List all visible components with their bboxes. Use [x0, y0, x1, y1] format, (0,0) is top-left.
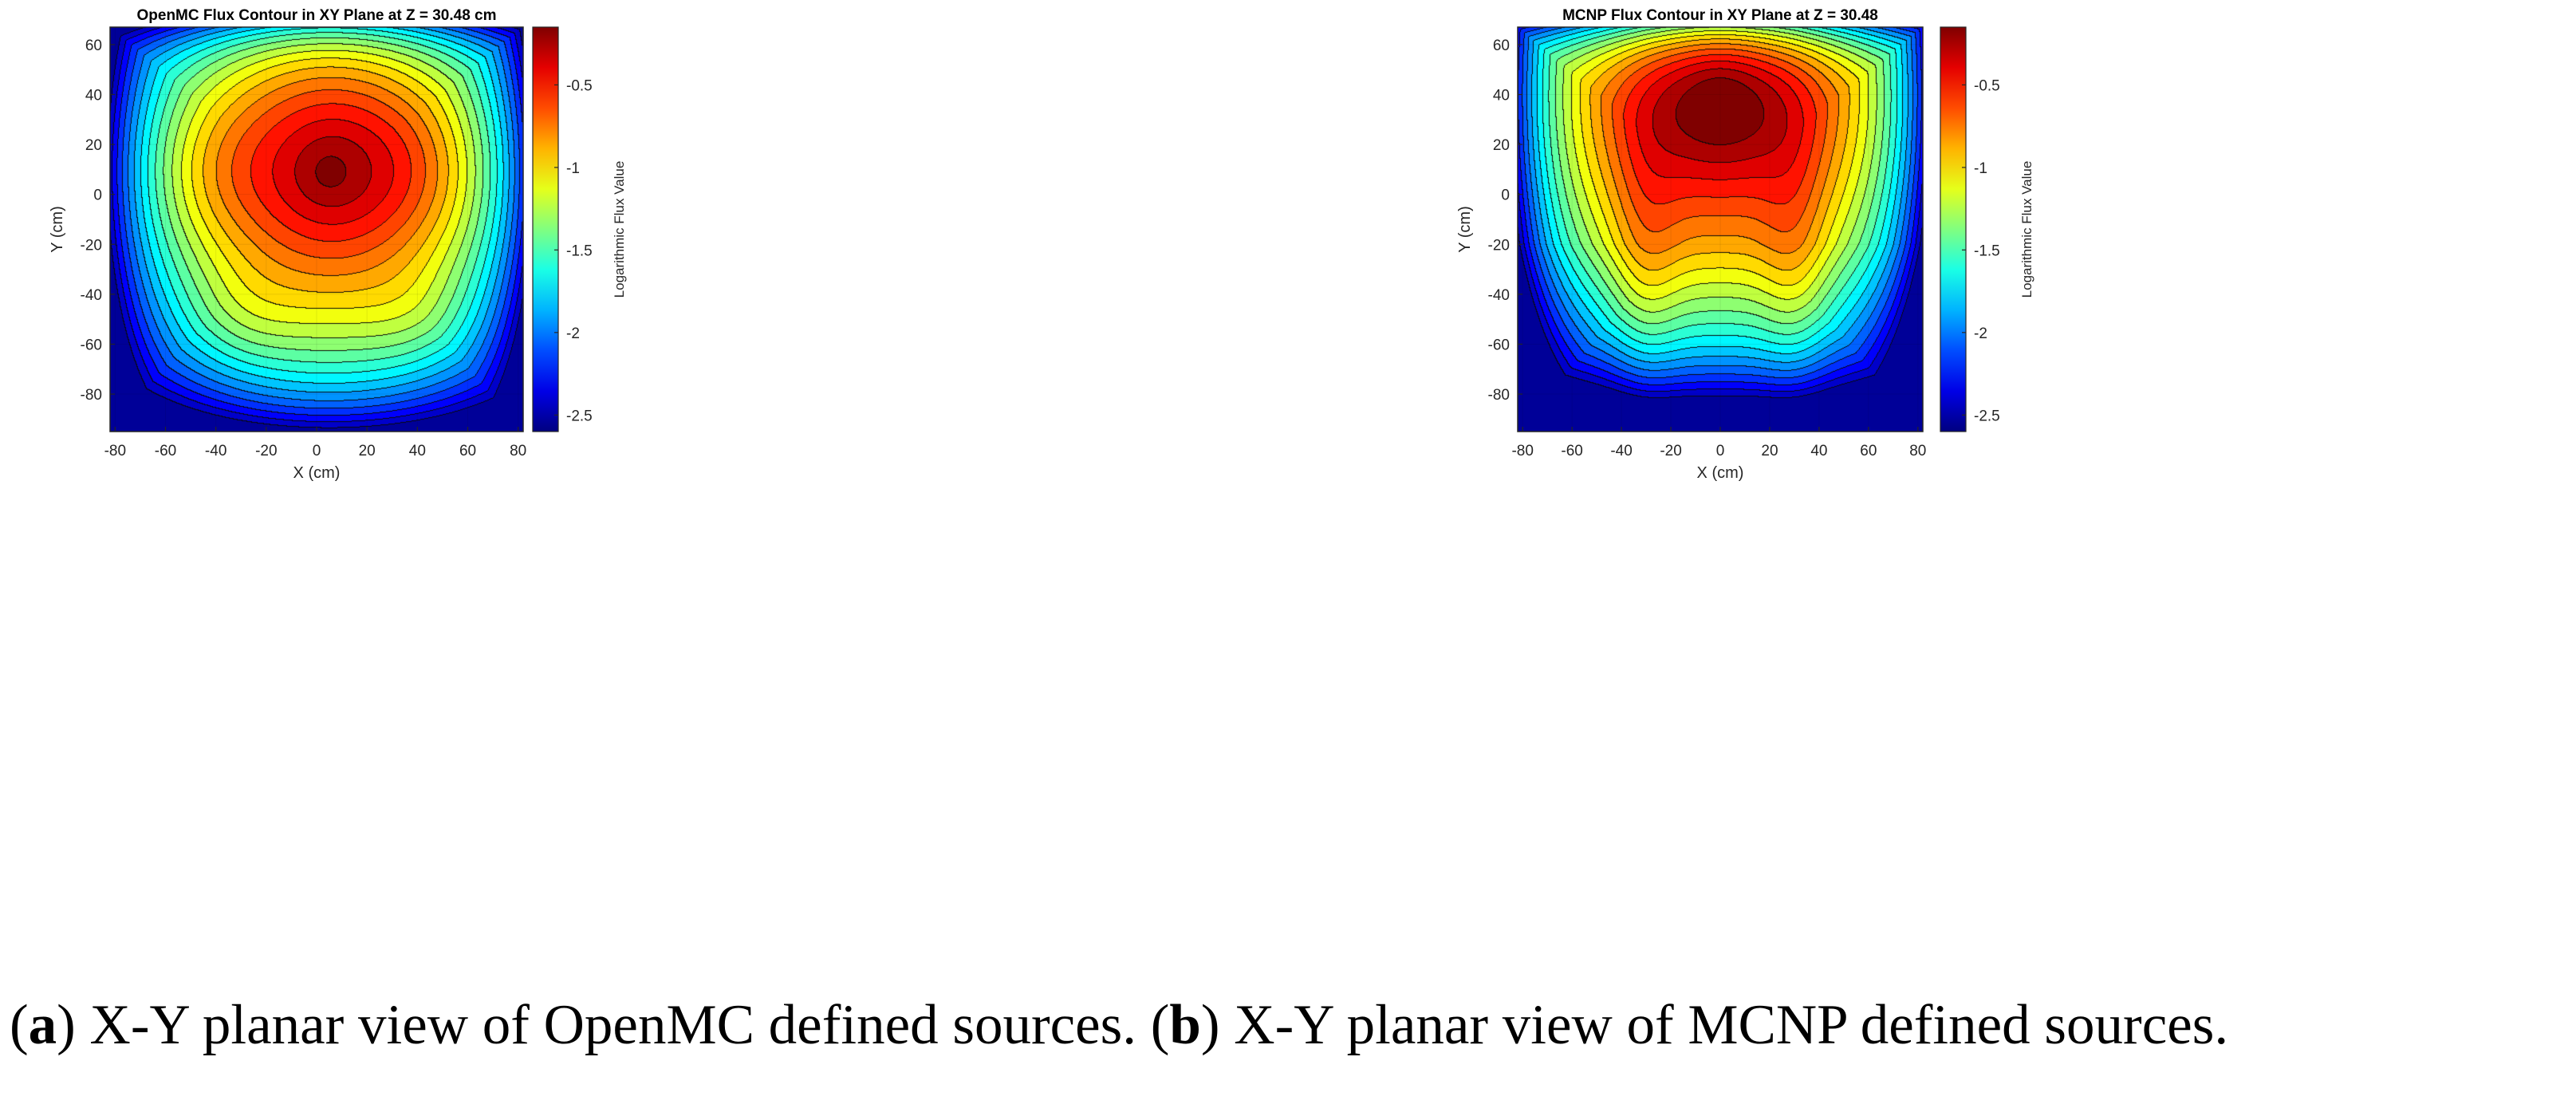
colorbar-tick-label: -0.5 — [1974, 77, 2000, 94]
colorbar-tick-label: -1 — [566, 160, 580, 177]
x-tick-label: 20 — [1761, 443, 1778, 459]
figure-caption: (a) X-Y planar view of OpenMC defined so… — [10, 994, 2229, 1056]
x-axis-label: X (cm) — [293, 464, 341, 482]
y-tick-label: 0 — [93, 187, 102, 204]
y-tick-label: -60 — [81, 337, 102, 353]
x-tick-label: 20 — [359, 443, 376, 459]
x-tick-label: 0 — [1716, 443, 1725, 459]
colorbar — [532, 26, 559, 432]
colorbar-tick-label: -2.5 — [1974, 408, 2000, 424]
y-tick-label: -80 — [81, 387, 102, 404]
y-tick-label: 40 — [85, 88, 102, 104]
x-tick-label: -60 — [155, 443, 176, 459]
y-tick-label: 20 — [85, 137, 102, 154]
chart-title: MCNP Flux Contour in XY Plane at Z = 30.… — [1562, 7, 1878, 24]
colorbar-tick-label: -0.5 — [566, 77, 593, 94]
chart-title: OpenMC Flux Contour in XY Plane at Z = 3… — [137, 7, 497, 24]
y-tick-label: 60 — [85, 37, 102, 54]
x-tick-label: -20 — [255, 443, 277, 459]
y-tick-label: -60 — [1488, 337, 1510, 353]
x-tick-label: 60 — [1860, 443, 1877, 459]
y-tick-label: -40 — [1488, 287, 1510, 304]
x-tick-label: -40 — [205, 443, 226, 459]
chart-panel-openmc: OpenMC Flux Contour in XY Plane at Z = 3… — [49, 7, 627, 482]
y-tick-label: -40 — [81, 287, 102, 304]
colorbar-tick-label: -1.5 — [1974, 242, 2000, 259]
y-tick-label: 20 — [1493, 137, 1510, 154]
caption-text-b: ) X-Y planar view of MCNP defined source… — [1200, 994, 2229, 1056]
x-tick-label: -40 — [1610, 443, 1632, 459]
colorbar-tick-label: -2 — [1974, 325, 1987, 342]
contour-field — [1518, 27, 1923, 432]
x-tick-label: -80 — [1511, 443, 1533, 459]
y-tick-label: -80 — [1488, 387, 1510, 404]
colorbar-tick-label: -2 — [566, 325, 580, 342]
chart-panel-mcnp: MCNP Flux Contour in XY Plane at Z = 30.… — [1288, 0, 2576, 1108]
y-tick-label: 0 — [1501, 187, 1510, 204]
x-tick-label: 80 — [510, 443, 526, 459]
y-tick-label: 40 — [1493, 88, 1510, 104]
y-tick-label: -20 — [81, 237, 102, 254]
colorbar — [1940, 26, 1967, 432]
x-tick-label: -60 — [1561, 443, 1582, 459]
x-axis-label: X (cm) — [1697, 464, 1744, 482]
y-tick-label: 60 — [1493, 37, 1510, 54]
colorbar-label: Logarithmic Flux Value — [2019, 161, 2034, 298]
x-tick-label: 40 — [1810, 443, 1827, 459]
colorbar-tick-label: -2.5 — [566, 408, 593, 424]
contour-field — [110, 27, 523, 432]
caption-label-b: b — [1169, 994, 1201, 1056]
y-axis-label: Y (cm) — [1456, 206, 1474, 253]
colorbar-tick-label: -1 — [1974, 160, 1987, 177]
x-tick-label: 60 — [459, 443, 476, 459]
x-tick-label: 40 — [409, 443, 426, 459]
x-tick-label: -20 — [1660, 443, 1681, 459]
chart-svg: MCNP Flux Contour in XY Plane at Z = 30.… — [1456, 7, 2034, 482]
colorbar-tick-label: -1.5 — [566, 242, 593, 259]
chart-svg: OpenMC Flux Contour in XY Plane at Z = 3… — [49, 7, 627, 482]
y-axis-label: Y (cm) — [49, 206, 66, 253]
caption-text-a: ) X-Y planar view of OpenMC defined sour… — [57, 994, 1170, 1056]
x-tick-label: 0 — [313, 443, 321, 459]
caption-label-a: a — [28, 994, 57, 1056]
y-tick-label: -20 — [1488, 237, 1510, 254]
x-tick-label: 80 — [1909, 443, 1926, 459]
x-tick-label: -80 — [104, 443, 126, 459]
colorbar-label: Logarithmic Flux Value — [612, 161, 627, 298]
